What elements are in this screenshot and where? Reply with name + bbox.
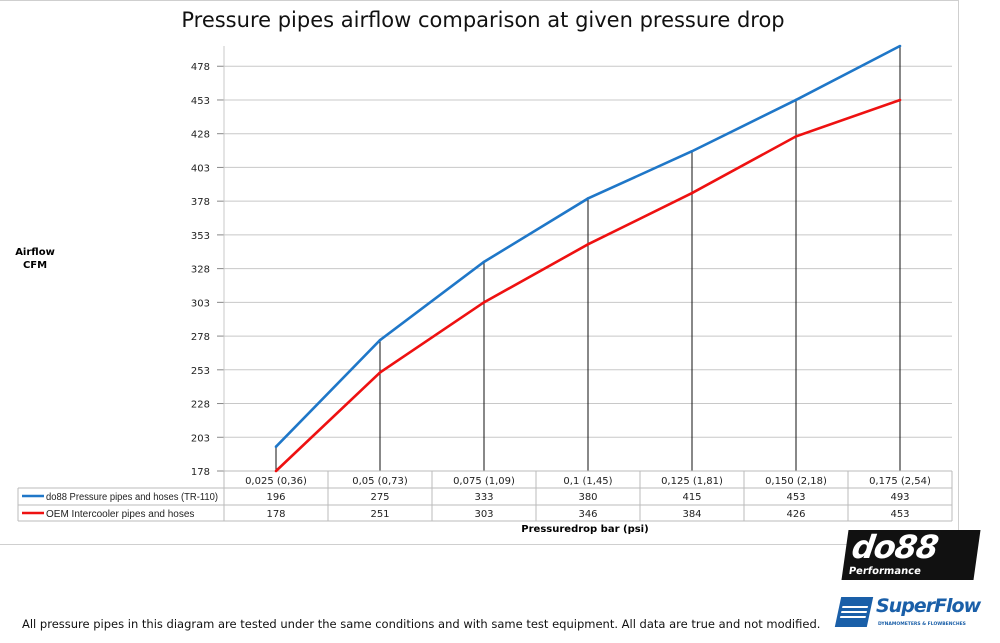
y-tick-label: 478 bbox=[191, 62, 210, 73]
data-table-value: 453 bbox=[786, 492, 805, 503]
y-tick-label: 253 bbox=[191, 366, 210, 377]
y-tick-label: 353 bbox=[191, 231, 210, 242]
y-tick-label: 203 bbox=[191, 433, 210, 444]
legend-label: OEM Intercooler pipes and hoses bbox=[46, 509, 194, 520]
data-point bbox=[586, 243, 590, 246]
x-axis-label: Pressuredrop bar (psi) bbox=[521, 524, 649, 535]
y-tick-label: 328 bbox=[191, 265, 210, 276]
y-tick-label: 403 bbox=[191, 163, 210, 174]
superflow-logo-subtext: DYNAMOMETERS & FLOWBENCHES bbox=[878, 622, 966, 627]
data-point bbox=[690, 149, 694, 153]
x-category-label: 0,150 (2,18) bbox=[765, 476, 827, 487]
data-point bbox=[482, 260, 486, 264]
data-table-value: 303 bbox=[474, 509, 493, 520]
chart-title: Pressure pipes airflow comparison at giv… bbox=[181, 8, 785, 32]
x-category-label: 0,125 (1,81) bbox=[661, 476, 723, 487]
do88-logo-text: do88 bbox=[849, 528, 941, 566]
y-tick-label: 428 bbox=[191, 130, 210, 141]
data-point bbox=[898, 44, 902, 48]
x-category-label: 0,175 (2,54) bbox=[869, 476, 931, 487]
data-table-value: 380 bbox=[578, 492, 597, 503]
data-point bbox=[274, 445, 278, 449]
x-category-label: 0,075 (1,09) bbox=[453, 476, 515, 487]
superflow-logo-text: SuperFlow bbox=[876, 595, 981, 617]
superflow-mark-icon bbox=[834, 597, 874, 627]
data-point bbox=[274, 469, 278, 473]
y-axis-label: Airflow CFM bbox=[15, 247, 55, 271]
y-tick-label: 378 bbox=[191, 197, 210, 208]
y-tick-label: 453 bbox=[191, 96, 210, 107]
chart-frame bbox=[0, 0, 959, 545]
x-category-label: 0,1 (1,45) bbox=[563, 476, 612, 487]
data-point bbox=[690, 191, 694, 195]
data-point bbox=[378, 371, 382, 374]
data-table-value: 453 bbox=[890, 509, 909, 520]
y-tick-label: 228 bbox=[191, 400, 210, 411]
do88-logo-subtext: Performance bbox=[847, 566, 922, 577]
data-table-value: 275 bbox=[370, 492, 389, 503]
data-point bbox=[794, 135, 798, 138]
data-table-value: 346 bbox=[578, 509, 597, 520]
data-table-value: 333 bbox=[474, 492, 493, 503]
x-category-label: 0,05 (0,73) bbox=[352, 476, 408, 487]
data-point bbox=[586, 197, 590, 200]
data-point bbox=[378, 338, 382, 342]
data-table-value: 178 bbox=[266, 509, 285, 520]
data-table-value: 251 bbox=[370, 509, 389, 520]
footer-note: All pressure pipes in this diagram are t… bbox=[22, 617, 821, 631]
legend-label: do88 Pressure pipes and hoses (TR-110) bbox=[46, 492, 218, 503]
data-point bbox=[898, 98, 902, 102]
data-table-value: 384 bbox=[682, 509, 701, 520]
data-point bbox=[482, 301, 486, 304]
data-table-value: 426 bbox=[786, 509, 805, 520]
y-tick-label: 278 bbox=[191, 332, 210, 343]
y-tick-label: 303 bbox=[191, 298, 210, 309]
data-table-value: 196 bbox=[266, 492, 285, 503]
data-table-value: 415 bbox=[682, 492, 701, 503]
do88-logo: do88 Performance bbox=[841, 528, 981, 580]
superflow-logo: SuperFlow DYNAMOMETERS & FLOWBENCHES bbox=[834, 595, 998, 635]
x-category-label: 0,025 (0,36) bbox=[245, 476, 307, 487]
y-tick-label: 178 bbox=[191, 467, 210, 478]
data-point bbox=[794, 98, 798, 102]
data-table-value: 493 bbox=[890, 492, 909, 503]
